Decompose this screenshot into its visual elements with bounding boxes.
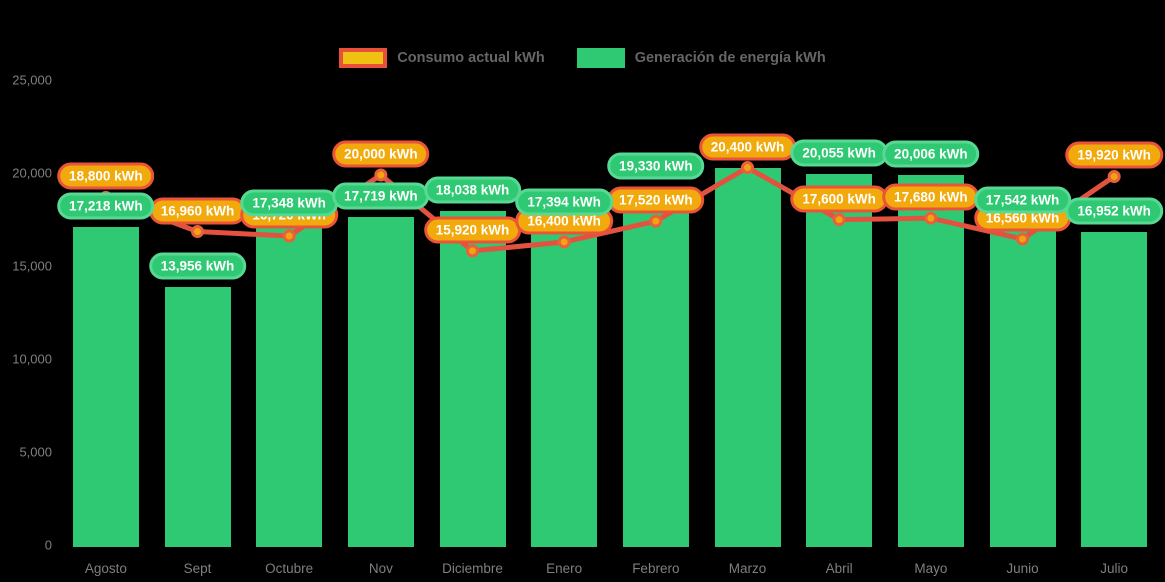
consumo-point bbox=[1107, 169, 1121, 183]
generacion-bar bbox=[622, 187, 689, 547]
x-axis-label-julio: Julio bbox=[1100, 561, 1129, 576]
legend-item-consumo[interactable]: Consumo actual kWh bbox=[339, 48, 545, 68]
generacion-bar bbox=[72, 226, 139, 547]
generacion-bar bbox=[897, 174, 964, 547]
x-axis-label-nov: Nov bbox=[368, 561, 393, 576]
y-axis-label: 5,000 bbox=[19, 444, 52, 460]
consumo-value-label-abril: 17,600 kWh bbox=[790, 185, 888, 213]
generacion-value-label-enero: 17,394 kWh bbox=[515, 188, 613, 216]
generacion-bar bbox=[1081, 231, 1148, 547]
x-axis-label-marzo: Marzo bbox=[728, 561, 767, 576]
legend-item-generacion[interactable]: Generación de energía kWh bbox=[576, 48, 826, 68]
generacion-bar bbox=[347, 217, 414, 547]
generacion-bar bbox=[989, 220, 1056, 547]
generacion-value-label-diciembre: 18,038 kWh bbox=[423, 176, 522, 204]
generacion-value-label-abril: 20,055 kWh bbox=[790, 139, 888, 167]
consumo-value-label-mayo: 17,680 kWh bbox=[882, 183, 980, 211]
y-axis-label: 25,000 bbox=[12, 72, 52, 88]
generacion-swatch-icon bbox=[576, 48, 625, 68]
y-axis-label: 15,000 bbox=[12, 258, 52, 274]
consumo-swatch-icon bbox=[339, 48, 388, 68]
y-axis-label: 10,000 bbox=[12, 351, 52, 367]
consumo-point bbox=[191, 225, 204, 239]
generacion-value-label-febrero: 19,330 kWh bbox=[607, 152, 705, 180]
consumo-value-label-nov: 20,000 kWh bbox=[332, 140, 430, 168]
generacion-bar bbox=[256, 224, 323, 547]
consumo-value-label-agosto: 18,800 kWh bbox=[57, 162, 155, 190]
chart-legend: Consumo actual kWh Generación de energía… bbox=[0, 48, 1165, 68]
x-axis-label-enero: Enero bbox=[546, 561, 583, 576]
generacion-bar bbox=[806, 173, 873, 547]
generacion-value-label-nov: 17,719 kWh bbox=[332, 182, 430, 210]
y-axis-label: 20,000 bbox=[12, 165, 52, 181]
generacion-value-label-julio: 16,952 kWh bbox=[1065, 197, 1163, 225]
generacion-bar bbox=[714, 167, 781, 547]
consumo-value-label-marzo: 20,400 kWh bbox=[698, 133, 797, 161]
generacion-bar bbox=[439, 211, 506, 547]
generacion-value-label-octubre: 17,348 kWh bbox=[240, 189, 338, 217]
generacion-value-label-sept: 13,956 kWh bbox=[148, 252, 247, 280]
generacion-bar bbox=[531, 223, 598, 547]
consumo-value-label-febrero: 17,520 kWh bbox=[607, 186, 705, 214]
x-axis-label-junio: Junio bbox=[1006, 561, 1039, 576]
legend-label-generacion: Generación de energía kWh bbox=[634, 50, 826, 66]
generacion-value-label-junio: 17,542 kWh bbox=[973, 186, 1072, 214]
x-axis-label-agosto: Agosto bbox=[84, 561, 127, 576]
legend-label-consumo: Consumo actual kWh bbox=[397, 50, 545, 66]
consumo-value-label-julio: 19,920 kWh bbox=[1065, 141, 1163, 169]
generacion-bar bbox=[164, 287, 231, 547]
consumo-value-label-diciembre: 15,920 kWh bbox=[423, 216, 522, 244]
x-axis-label-diciembre: Diciembre bbox=[442, 561, 503, 576]
x-axis-label-mayo: Mayo bbox=[914, 561, 948, 576]
y-axis-label: 0 bbox=[44, 537, 52, 553]
consumo-value-label-sept: 16,960 kWh bbox=[148, 197, 247, 225]
generacion-value-label-agosto: 17,218 kWh bbox=[57, 192, 155, 220]
consumo-point bbox=[374, 168, 388, 182]
x-axis-label-abril: Abril bbox=[825, 561, 853, 576]
x-axis-label-sept: Sept bbox=[183, 561, 212, 576]
x-axis-label-octubre: Octubre bbox=[265, 561, 314, 576]
generacion-value-label-mayo: 20,006 kWh bbox=[882, 140, 980, 168]
x-axis-label-febrero: Febrero bbox=[632, 561, 680, 576]
